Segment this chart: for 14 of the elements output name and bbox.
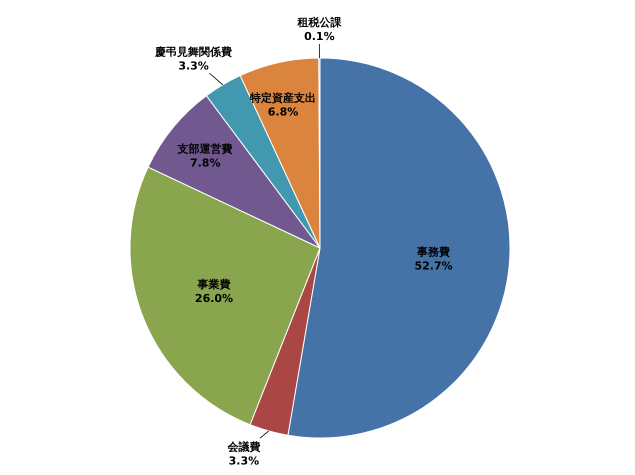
data-label: 52.7%: [414, 260, 453, 273]
slice-label: 事業費: [196, 278, 231, 291]
slice-label: 会議費: [226, 440, 260, 454]
slice-label: 租税公課: [296, 16, 342, 29]
data-label: 3.3%: [228, 454, 260, 468]
data-label: 3.3%: [178, 59, 209, 72]
data-label: 6.8%: [268, 105, 298, 118]
slice-label: 事務費: [416, 246, 450, 259]
data-label: 26.0%: [194, 292, 234, 305]
slice-label: 慶弔見舞関係費: [154, 45, 232, 58]
slice-label: 支部運営費: [176, 142, 233, 156]
slice-label: 特定資産支出: [249, 91, 316, 104]
data-label: 7.8%: [190, 156, 220, 170]
data-label: 0.1%: [304, 30, 335, 43]
